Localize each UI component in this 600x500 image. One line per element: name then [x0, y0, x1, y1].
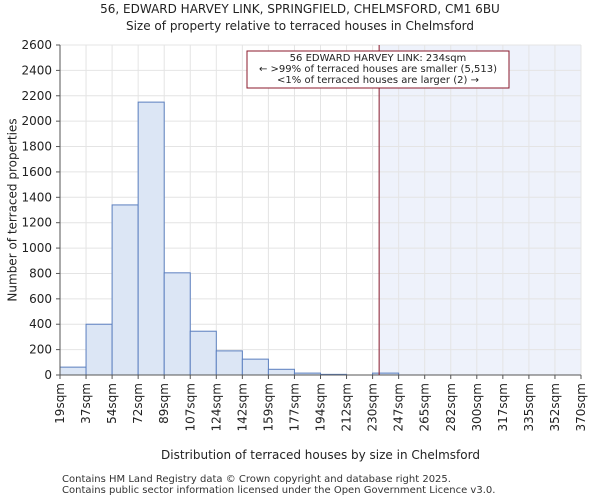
histogram-bar — [111, 204, 139, 376]
histogram-bar — [189, 330, 217, 376]
x-tick-label: 142sqm — [235, 383, 249, 431]
footer-licence: Contains public sector information licen… — [62, 485, 496, 496]
x-tick-label: 89sqm — [157, 383, 171, 424]
y-axis-label: Number of terraced properties — [6, 118, 20, 301]
histogram-bar — [267, 368, 295, 376]
x-tick-label: 107sqm — [183, 383, 197, 431]
x-tick-label: 177sqm — [287, 383, 301, 431]
histogram-bar — [137, 101, 165, 376]
x-tick-label: 212sqm — [340, 383, 354, 431]
x-tick-label: 352sqm — [548, 383, 562, 431]
chart-title: 56, EDWARD HARVEY LINK, SPRINGFIELD, CHE… — [100, 2, 500, 16]
x-tick-label: 335sqm — [522, 383, 536, 431]
y-tick-label: 2600 — [21, 38, 52, 52]
histogram-bar — [163, 272, 191, 376]
y-tick-label: 200 — [29, 343, 52, 357]
x-tick-label: 124sqm — [209, 383, 223, 431]
histogram-bar — [215, 350, 243, 376]
x-tick-label: 54sqm — [105, 383, 119, 424]
histogram-bar — [85, 323, 113, 376]
x-tick-label: 247sqm — [392, 383, 406, 431]
annotation-box — [246, 50, 510, 89]
y-tick-label: 1200 — [21, 216, 52, 230]
y-tick-label: 1600 — [21, 165, 52, 179]
y-tick-label: 400 — [29, 317, 52, 331]
histogram-bar — [59, 366, 87, 376]
chart-subtitle: Size of property relative to terraced ho… — [125, 19, 475, 33]
y-tick-label: 1800 — [21, 140, 52, 154]
annotation-line-2: ← >99% of terraced houses are smaller (5… — [259, 64, 497, 75]
x-axis-label: Distribution of terraced houses by size … — [161, 448, 480, 462]
annotation-line-3: <1% of terraced houses are larger (2) → — [277, 75, 479, 86]
annotation-line-1: 56 EDWARD HARVEY LINK: 234sqm — [290, 53, 467, 64]
histogram-bar — [241, 358, 269, 376]
y-tick-label: 800 — [29, 266, 52, 280]
x-tick-label: 72sqm — [131, 383, 145, 424]
y-tick-label: 1000 — [21, 241, 52, 255]
x-tick-label: 282sqm — [444, 383, 458, 431]
y-tick-label: 2000 — [21, 114, 52, 128]
x-tick-label: 317sqm — [496, 383, 510, 431]
y-tick-label: 0 — [44, 368, 52, 382]
y-tick-label: 2200 — [21, 89, 52, 103]
y-tick-label: 600 — [29, 292, 52, 306]
x-tick-label: 370sqm — [574, 383, 588, 431]
x-tick-label: 159sqm — [261, 383, 275, 431]
footer-copyright: Contains HM Land Registry data © Crown c… — [62, 474, 451, 485]
x-tick-label: 37sqm — [79, 383, 93, 424]
y-tick-label: 1400 — [21, 190, 52, 204]
x-tick-label: 230sqm — [366, 383, 380, 431]
y-tick-label: 2400 — [21, 63, 52, 77]
x-tick-label: 265sqm — [418, 383, 432, 431]
x-tick-label: 19sqm — [53, 383, 67, 424]
larger-region-shade — [379, 45, 581, 375]
x-tick-label: 194sqm — [314, 383, 328, 431]
x-tick-label: 300sqm — [470, 383, 484, 431]
